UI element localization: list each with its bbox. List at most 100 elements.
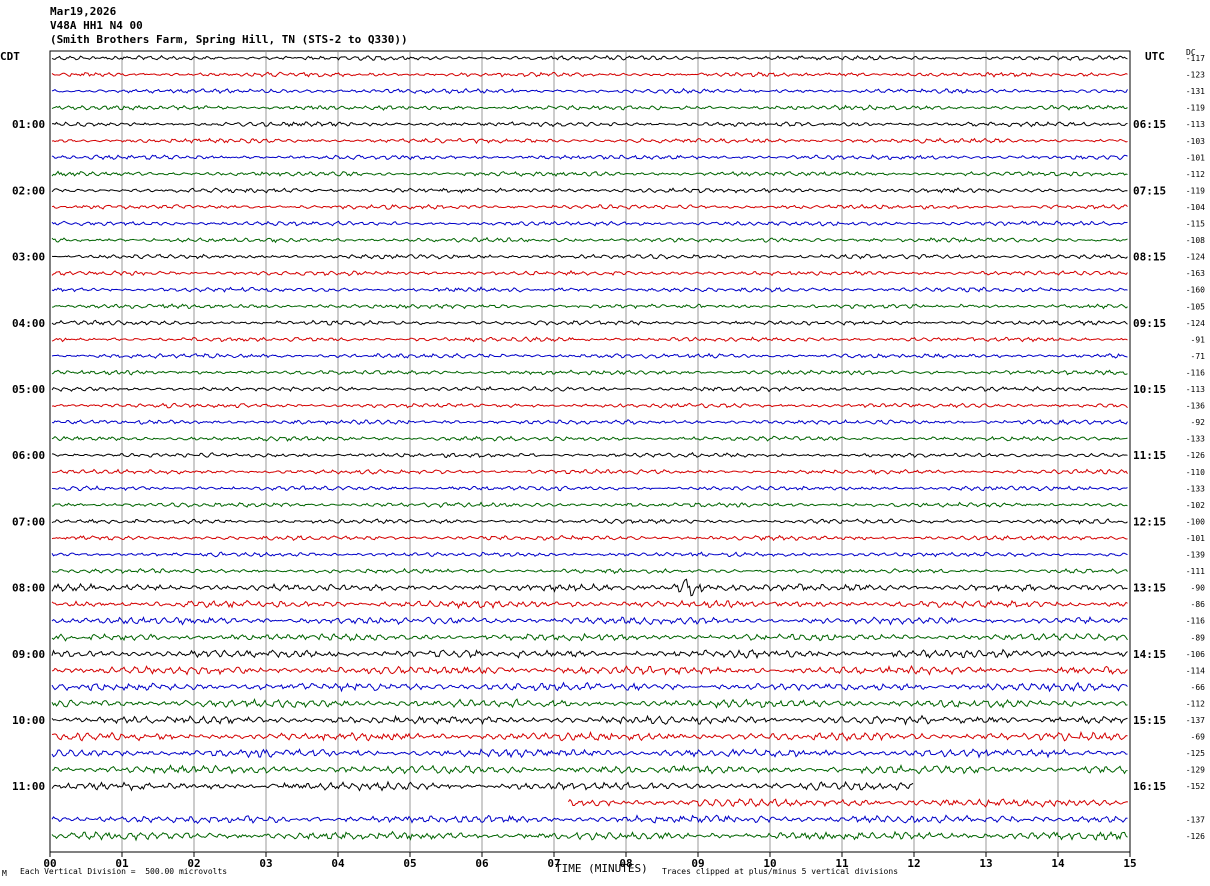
trace-row-36 [51, 648, 1128, 660]
dc-offset-label: -66 [1191, 683, 1206, 692]
right-hour-label: 10:15 [1133, 383, 1166, 396]
dc-offset-label: -115 [1186, 220, 1205, 229]
dc-offset-label: -137 [1186, 716, 1205, 725]
dc-offset-label: -112 [1186, 699, 1205, 708]
right-hour-label: 16:15 [1133, 780, 1166, 793]
dc-offset-label: -124 [1186, 253, 1205, 262]
trace-row-37 [51, 665, 1128, 676]
trace-row-42 [51, 748, 1128, 759]
trace-row-39 [51, 698, 1128, 709]
right-hour-label: 06:15 [1133, 118, 1166, 131]
header-channel: V48A HH1 N4 00 [50, 19, 143, 32]
header-site: (Smith Brothers Farm, Spring Hill, TN (S… [50, 33, 408, 46]
scale-note: Each Vertical Division = 500.00 microvol… [20, 867, 228, 876]
trace-row-18 [51, 352, 1128, 359]
x-tick-label: 12 [907, 857, 920, 870]
trace-row-30 [51, 551, 1128, 558]
trace-row-20 [51, 385, 1128, 393]
trace-row-12 [51, 253, 1128, 260]
right-hour-label: 07:15 [1133, 184, 1166, 197]
x-tick-label: 08 [619, 857, 632, 870]
trace-row-9 [51, 203, 1128, 210]
x-tick-label: 14 [1051, 857, 1065, 870]
dc-offset-label: -71 [1191, 352, 1206, 361]
left-hour-label: 02:00 [12, 184, 45, 197]
dc-offset-label: -160 [1186, 286, 1205, 295]
trace-row-25 [51, 468, 1128, 475]
trace-row-45 [567, 798, 1128, 808]
trace-row-40 [51, 714, 1128, 726]
dc-offset-label: -116 [1186, 368, 1205, 377]
dc-offset-label: -119 [1186, 186, 1205, 195]
x-tick-label: 01 [115, 857, 129, 870]
header-date: Mar19,2026 [50, 5, 117, 18]
trace-row-14 [51, 286, 1128, 293]
right-hour-label: 14:15 [1133, 648, 1166, 661]
trace-row-19 [51, 369, 1128, 376]
trace-row-38 [51, 681, 1128, 693]
left-hour-label: 05:00 [12, 383, 45, 396]
dc-offset-label: -101 [1186, 534, 1205, 543]
dc-offset-label: -152 [1186, 782, 1205, 791]
left-hour-label: 10:00 [12, 714, 45, 727]
dc-offset-label: -163 [1186, 269, 1205, 278]
trace-row-10 [51, 220, 1128, 227]
trace-row-6 [51, 154, 1128, 161]
trace-row-35 [51, 632, 1128, 642]
left-hour-label: 08:00 [12, 582, 45, 595]
left-hour-label: 01:00 [12, 118, 45, 131]
left-hour-label: 06:00 [12, 449, 45, 462]
dc-offset-label: -123 [1186, 71, 1205, 80]
trace-row-0 [51, 55, 1128, 61]
dc-offset-label: -89 [1191, 633, 1206, 642]
x-tick-label: 00 [43, 857, 56, 870]
x-tick-label: 13 [979, 857, 992, 870]
dc-offset-label: -113 [1186, 120, 1205, 129]
left-hour-label: 03:00 [12, 251, 45, 264]
trace-row-33 [51, 599, 1128, 610]
dc-offset-label: -110 [1186, 468, 1205, 477]
x-tick-label: 03 [259, 857, 272, 870]
dc-offset-label: -91 [1191, 335, 1206, 344]
trace-row-27 [51, 501, 1128, 508]
dc-offset-label: -90 [1191, 584, 1206, 593]
trace-row-22 [51, 419, 1128, 426]
dc-offset-label: -117 [1186, 54, 1205, 63]
trace-row-3 [51, 104, 1128, 111]
dc-offset-label: -101 [1186, 153, 1205, 162]
x-tick-label: 06 [475, 857, 489, 870]
dc-offset-label: -103 [1186, 137, 1205, 146]
dc-offset-label: -131 [1186, 87, 1205, 96]
x-axis-title: TIME (MINUTES) [555, 862, 648, 875]
right-hour-label: 11:15 [1133, 449, 1166, 462]
dc-offset-label: -126 [1186, 451, 1205, 460]
dc-offset-label: -102 [1186, 501, 1205, 510]
dc-offset-label: -105 [1186, 302, 1205, 311]
dc-offset-label: -106 [1186, 650, 1205, 659]
x-tick-label: 07 [547, 857, 560, 870]
right-hour-label: 12:15 [1133, 515, 1166, 528]
trace-row-5 [51, 137, 1128, 145]
trace-row-24 [51, 451, 1128, 459]
dc-offset-label: -111 [1186, 567, 1205, 576]
dc-offset-label: -92 [1191, 418, 1206, 427]
dc-offset-label: -104 [1186, 203, 1205, 212]
dc-offset-label: -133 [1186, 484, 1205, 493]
dc-offset-label: -114 [1186, 666, 1205, 675]
dc-offset-label: -133 [1186, 435, 1205, 444]
left-hour-label: 11:00 [12, 780, 45, 793]
trace-row-41 [51, 730, 1128, 742]
right-axis-label: UTC [1145, 50, 1165, 63]
trace-row-34 [51, 616, 1128, 626]
trace-row-15 [51, 303, 1128, 310]
trace-row-2 [51, 87, 1128, 95]
trace-row-16 [51, 319, 1128, 327]
dc-offset-label: -129 [1186, 766, 1205, 775]
dc-offset-label: -137 [1186, 815, 1205, 824]
left-hour-label: 04:00 [12, 317, 45, 330]
right-hour-label: 15:15 [1133, 714, 1166, 727]
dc-offset-label: -100 [1186, 517, 1205, 526]
right-hour-label: 13:15 [1133, 582, 1166, 595]
dc-offset-label: -108 [1186, 236, 1205, 245]
